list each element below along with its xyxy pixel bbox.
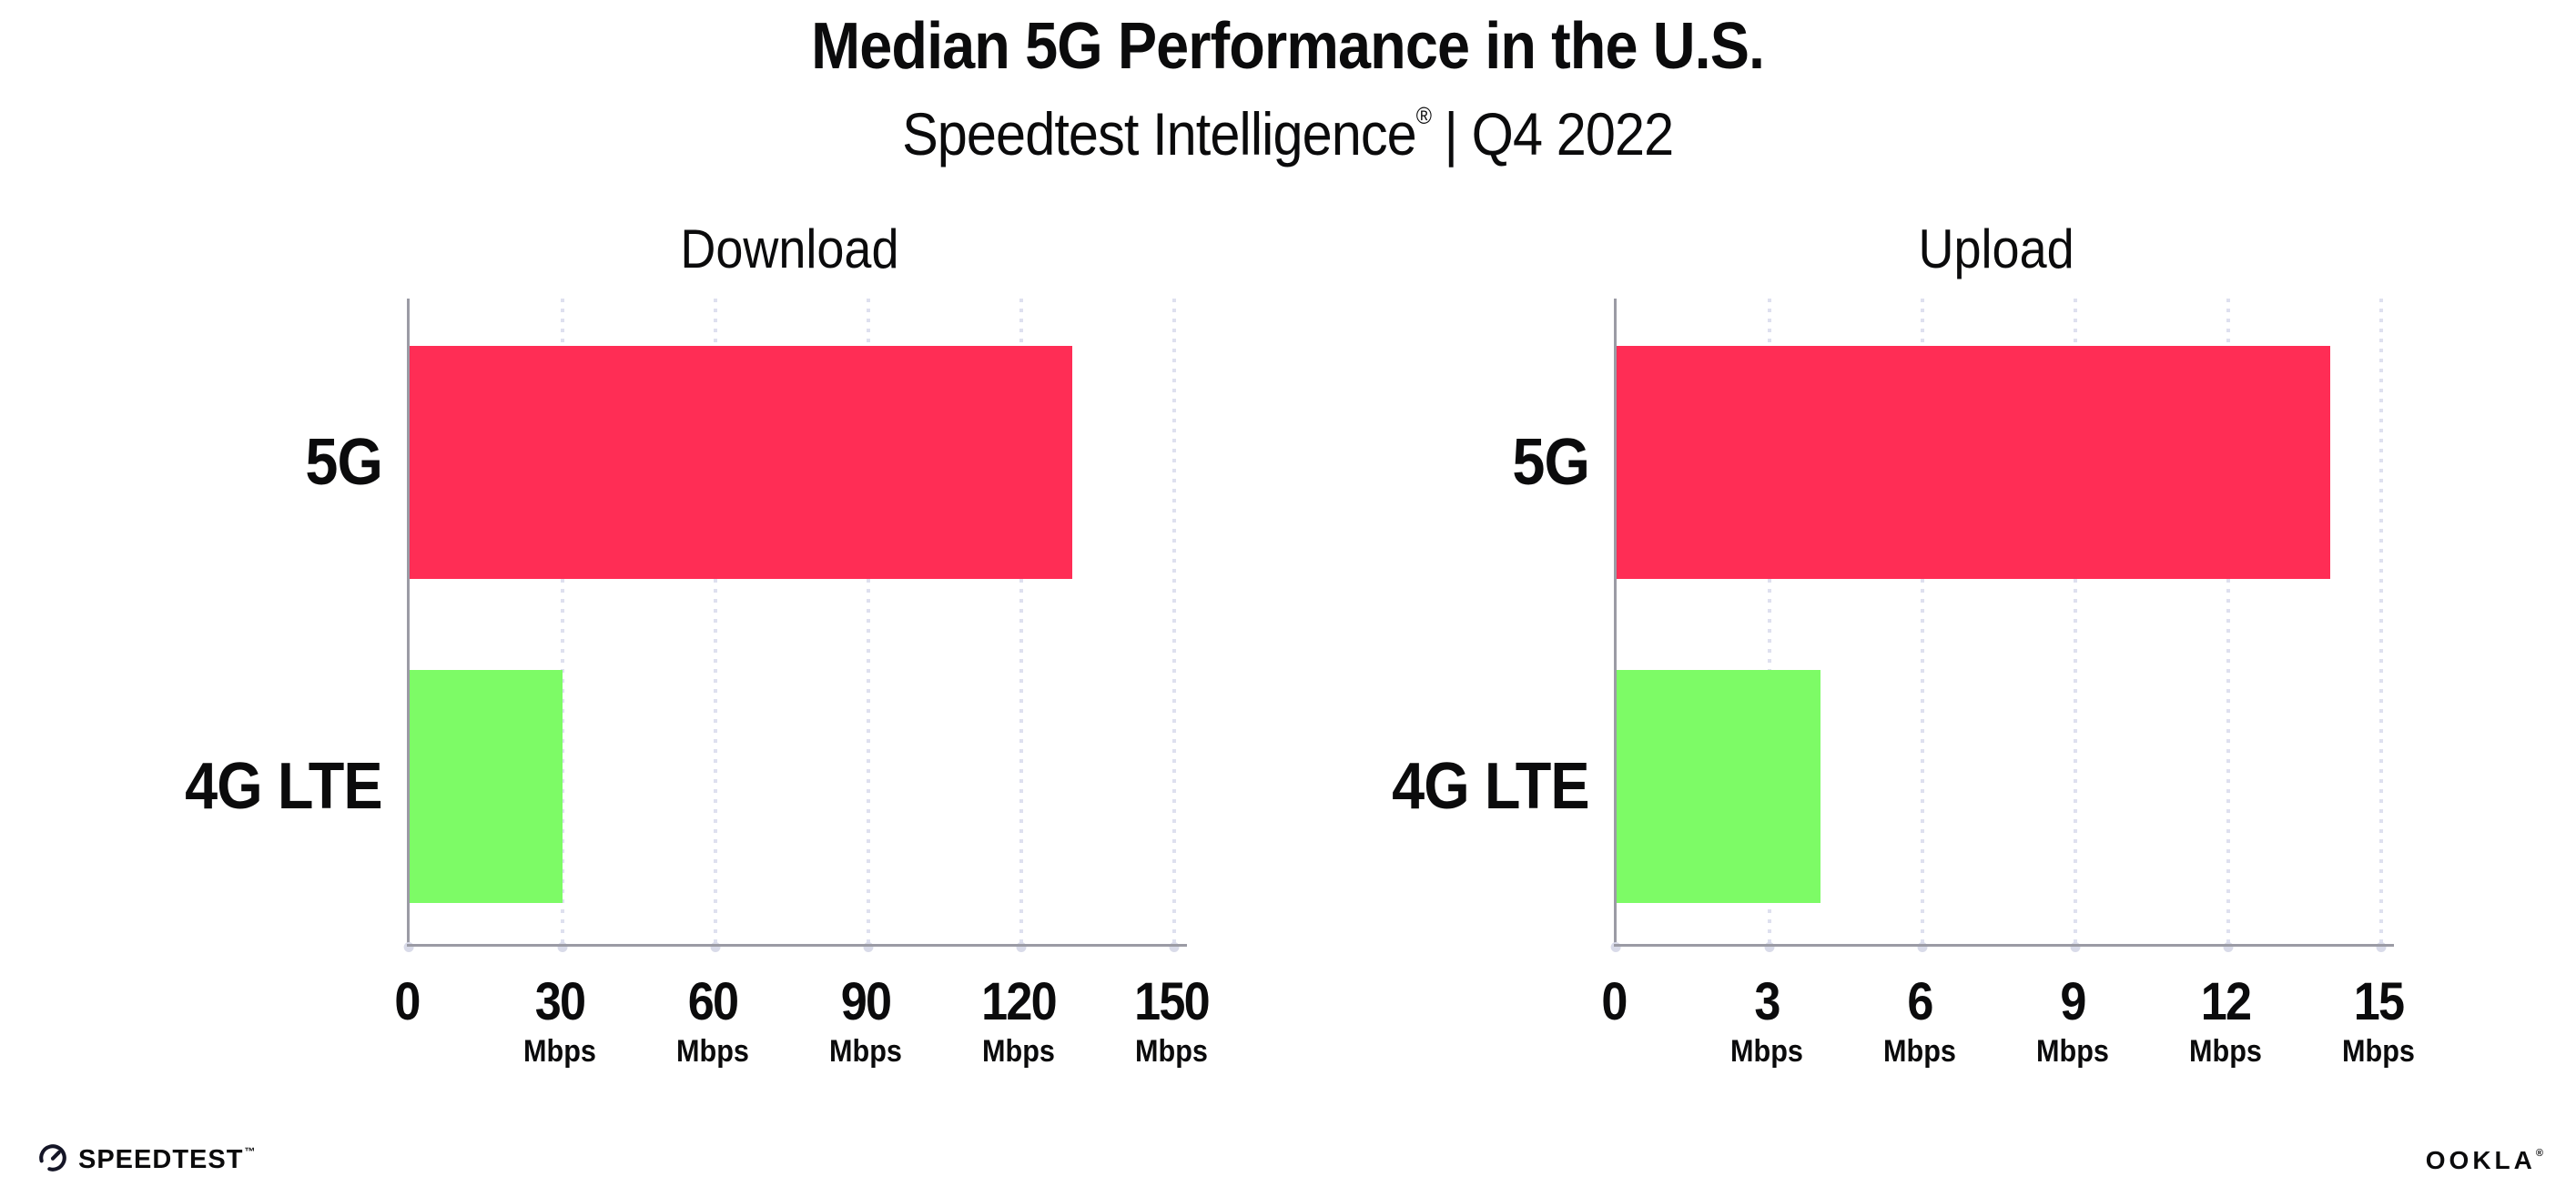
x-tick: 0 [1601, 971, 1628, 1031]
chart-title-download: Download [679, 218, 899, 279]
category-label-5g: 5G [1512, 425, 1590, 499]
x-tick: 6 Mbps [1883, 971, 1956, 1069]
bar-4g-lte-download [410, 669, 563, 903]
speedtest-wordmark: SPEEDTEST™ [78, 1145, 257, 1174]
gridline [867, 298, 870, 947]
figure-footer: SPEEDTEST™ OOKLA® [36, 1141, 2543, 1179]
gridline [561, 298, 564, 947]
speedtest-gauge-icon [36, 1141, 69, 1179]
x-tick: 12 Mbps [2189, 971, 2262, 1069]
registered-mark: ® [1416, 101, 1432, 129]
upload-plot-area: 5G 4G LTE [1392, 298, 2394, 947]
x-axis-tick-labels: 0 3 Mbps 6 Mbps 9 Mbps 12 Mbps 15 Mbps [1601, 971, 2415, 1085]
gridline [714, 298, 717, 947]
registered-symbol: ® [2535, 1147, 2543, 1159]
gridline [2379, 298, 2383, 947]
bar-4g-lte-upload [1617, 669, 1820, 903]
x-axis-line [1614, 943, 2394, 947]
subtitle-product: Speedtest Intelligence [902, 99, 1417, 167]
x-tick: 90 Mbps [829, 971, 902, 1069]
download-plot-area: 5G 4G LTE [185, 298, 1187, 947]
x-tick: 0 [394, 971, 421, 1031]
trademark-symbol: ™ [244, 1145, 257, 1158]
x-tick: 150 Mbps [1134, 971, 1210, 1069]
gridline [1172, 298, 1176, 947]
charts-row: Download 5G 4G LTE 0 30 Mbps 60 M [0, 218, 2576, 1085]
gridline [1019, 298, 1023, 947]
category-label-4g-lte: 4G LTE [185, 749, 383, 823]
figure-subtitle: Speedtest Intelligence® | Q4 2022 [0, 104, 2576, 164]
x-tick: 120 Mbps [981, 971, 1057, 1069]
x-axis-line [407, 943, 1187, 947]
x-axis-tick-labels: 0 30 Mbps 60 Mbps 90 Mbps 120 Mbps 150 M… [394, 971, 1210, 1085]
gridline [1768, 298, 1771, 947]
category-label-5g: 5G [305, 425, 383, 499]
subtitle-period: | Q4 2022 [1444, 99, 1675, 167]
x-tick: 9 Mbps [2036, 971, 2109, 1069]
chart-title-upload: Upload [1918, 218, 2074, 279]
page-title: Median 5G Performance in the U.S. [0, 10, 2576, 83]
ookla-logo: OOKLA® [2425, 1145, 2543, 1174]
x-tick: 3 Mbps [1730, 971, 1803, 1069]
upload-chart-panel: Upload 5G 4G LTE 0 3 Mbps 6 Mbps [1295, 218, 2415, 1085]
x-tick: 15 Mbps [2342, 971, 2415, 1069]
download-chart-panel: Download 5G 4G LTE 0 30 Mbps 60 M [88, 218, 1210, 1085]
gridline [2074, 298, 2077, 947]
x-tick: 30 Mbps [523, 971, 596, 1069]
bar-5g-upload [1617, 345, 2330, 579]
page-title-text: Median 5G Performance in the U.S. [811, 10, 1766, 83]
figure-header: Median 5G Performance in the U.S. Speedt… [0, 0, 2576, 164]
speedtest-logo: SPEEDTEST™ [36, 1141, 256, 1179]
category-label-4g-lte: 4G LTE [1392, 749, 1590, 823]
bar-5g-download [410, 345, 1072, 579]
x-tick: 60 Mbps [676, 971, 749, 1069]
gridline [1921, 298, 1924, 947]
gridline [2226, 298, 2230, 947]
